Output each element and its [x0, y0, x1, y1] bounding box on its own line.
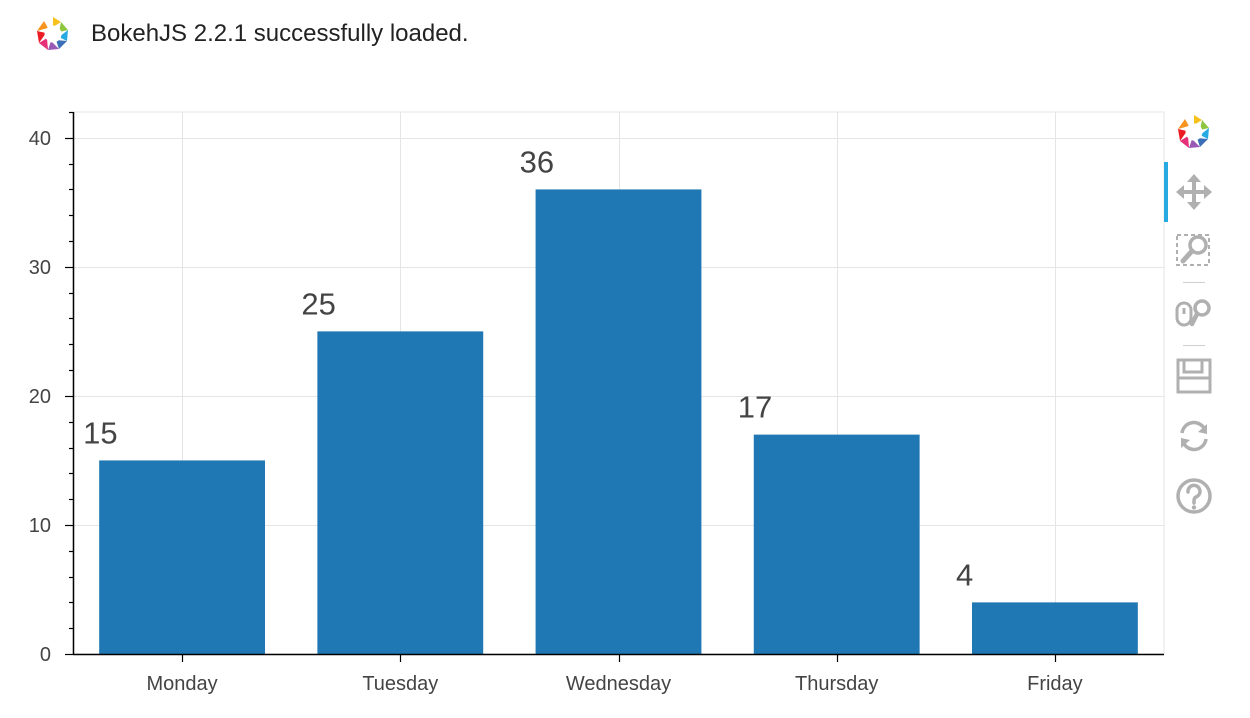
x-tick-label: Wednesday: [566, 673, 671, 695]
x-tick-label: Tuesday: [362, 673, 438, 695]
data-label: 4: [956, 557, 973, 592]
wheel-zoom-icon: [1175, 299, 1211, 327]
reset-icon: [1180, 420, 1208, 452]
pan-tool-button[interactable]: [1172, 170, 1216, 214]
box-zoom-icon: [1176, 234, 1210, 266]
bokeh-logo-icon: [37, 17, 68, 50]
bars: [99, 189, 1138, 654]
data-label: 15: [83, 415, 117, 450]
y-tick-label: 20: [29, 386, 51, 408]
x-tick-label: Thursday: [795, 673, 878, 695]
data-label: 36: [520, 144, 554, 179]
y-tick-label: 10: [29, 515, 51, 537]
box-zoom-tool-button[interactable]: [1172, 228, 1216, 272]
toolbar-separator: [1183, 345, 1205, 346]
bar-monday: [99, 460, 266, 654]
x-tick-label: Monday: [147, 673, 218, 695]
status-banner: BokehJS 2.2.1 successfully loaded.: [33, 14, 469, 54]
y-tick-label: 40: [29, 128, 51, 150]
axes: 0 10 20 30 40 Monday Tuesday Wednesday Thursday F…: [29, 111, 1164, 695]
bar-friday: [971, 602, 1138, 654]
pan-icon: [1176, 174, 1212, 210]
banner-text: BokehJS 2.2.1 successfully loaded.: [91, 20, 469, 47]
bar-wednesday: [535, 189, 702, 654]
bokeh-logo-icon: [1178, 115, 1209, 148]
reset-tool-button[interactable]: [1172, 414, 1216, 458]
help-icon: [1176, 478, 1212, 514]
bar-thursday: [753, 434, 920, 654]
data-label: 25: [301, 286, 335, 321]
bokeh-logo-toolbar[interactable]: [1172, 110, 1216, 154]
x-tick-label: Friday: [1027, 673, 1083, 695]
data-label: 17: [738, 390, 772, 425]
save-icon: [1176, 358, 1212, 394]
y-tick-label: 30: [29, 257, 51, 279]
bar-tuesday: [317, 331, 484, 654]
wheel-zoom-tool-button[interactable]: [1172, 291, 1216, 335]
help-tool-button[interactable]: [1172, 474, 1216, 518]
y-tick-label: 0: [40, 644, 51, 666]
save-tool-button[interactable]: [1172, 354, 1216, 398]
active-tool-indicator: [1164, 162, 1168, 222]
toolbar-separator: [1183, 282, 1205, 283]
data-labels: 15 25 36 17 4: [83, 144, 973, 592]
